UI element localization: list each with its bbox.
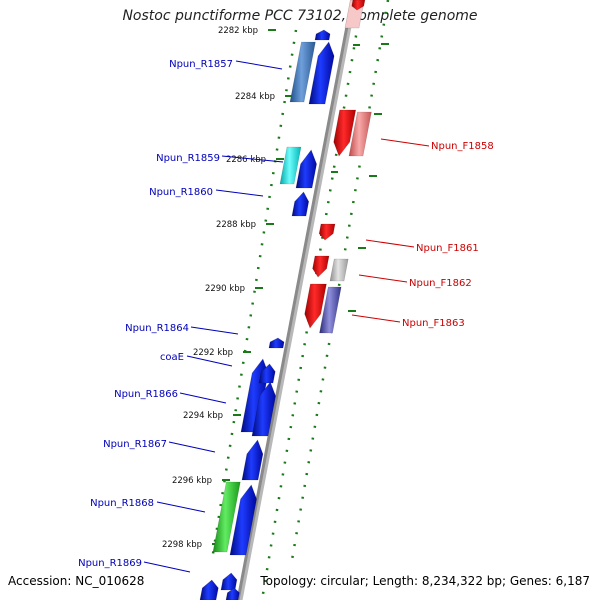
scale-tick-label: 2286 kbp [226, 155, 266, 165]
gene-rna-block [212, 481, 241, 553]
forward-gene-arrow [304, 283, 327, 329]
reverse-gene-label: Npun_R1864 [125, 323, 189, 334]
reverse-gene-label: Npun_R1869 [78, 558, 142, 569]
reverse-gene-arrow [241, 439, 264, 481]
accession-text: Accession: NC_010628 [8, 574, 145, 588]
reverse-gene-leader [179, 392, 227, 404]
reverse-gene-label: Npun_R1868 [90, 498, 154, 509]
scale-tick-label: 2282 kbp [218, 26, 258, 36]
scale-tick-label: 2294 kbp [183, 411, 223, 421]
forward-gene-leader [358, 274, 408, 283]
scale-tick-label: 2288 kbp [216, 220, 256, 230]
reverse-gene-leader [186, 355, 233, 367]
reverse-gene-arrow [314, 29, 331, 41]
scale-tick-label: 2298 kbp [162, 540, 202, 550]
scale-tick-label: 2290 kbp [205, 284, 245, 294]
tick-layer: 2282 kbp 2284 kbp 2286 kbp 2288 kbp 2290 kbp… [162, 26, 293, 550]
backbone-shadow [237, 0, 357, 600]
backbone-line [236, 0, 354, 600]
reverse-gene-leader [156, 501, 206, 513]
forward-gene-leader [351, 314, 401, 323]
reverse-gene-arrow [295, 149, 317, 189]
reverse-gene-leader [143, 561, 191, 573]
forward-gene-arrow [312, 255, 330, 278]
reverse-gene-label: Npun_R1857 [169, 59, 233, 70]
reverse-gene-arrow [225, 587, 240, 600]
gene-rna-block [329, 258, 349, 282]
reverse-gene-label: Npun_R1867 [103, 439, 167, 450]
forward-gene-label: Npun_F1862 [409, 278, 472, 289]
reverse-gene-arrow [229, 484, 257, 556]
forward-gene-label: Npun_F1858 [431, 141, 494, 152]
gene-rna-block [279, 146, 302, 185]
reverse-gene-label: Npun_R1860 [149, 187, 213, 198]
scale-tick-label: 2292 kbp [193, 348, 233, 358]
forward-gene-leader [380, 138, 430, 147]
reverse-gene-arrow [291, 191, 310, 217]
reverse-gene-arrow [251, 381, 276, 437]
scale-tick-label: 2296 kbp [172, 476, 212, 486]
reverse-gene-label: Npun_R1866 [114, 389, 178, 400]
topology-text: Topology: circular; Length: 8,234,322 bp… [260, 574, 590, 588]
map-title: Nostoc punctiforme PCC 73102, complete g… [122, 8, 478, 24]
reverse-gene-leader [235, 60, 283, 70]
forward-gene-label: Npun_F1863 [402, 318, 465, 329]
reverse-gene-arrow [199, 579, 219, 600]
forward-gene-arrow [318, 223, 336, 241]
reverse-gene-leader [190, 326, 239, 335]
forward-gene-arrow [333, 109, 357, 157]
reverse-gene-label: Npun_R1859 [156, 153, 220, 164]
backbone-layer [236, 0, 357, 600]
reverse-gene-arrow [308, 41, 335, 105]
reverse-gene-leader [215, 189, 264, 197]
reverse-gene-leader [221, 155, 284, 163]
forward-gene-leader [365, 239, 415, 248]
feature-layer [199, 0, 372, 600]
scale-tick-label: 2284 kbp [235, 92, 275, 102]
gene-rna-block [319, 286, 342, 334]
gene-rna-block [348, 111, 372, 157]
reverse-gene-leader [168, 441, 216, 453]
reverse-gene-arrow [220, 572, 238, 591]
label-layer: Npun_R1857 Npun_R1859 Npun_R1860 Npun_R1864… [78, 59, 494, 573]
forward-gene-arrow [351, 0, 366, 11]
gene-rna-block [289, 41, 316, 103]
reverse-gene-label: coaE [160, 352, 184, 363]
forward-gene-label: Npun_F1861 [416, 243, 479, 254]
reverse-gene-arrow [268, 337, 285, 349]
